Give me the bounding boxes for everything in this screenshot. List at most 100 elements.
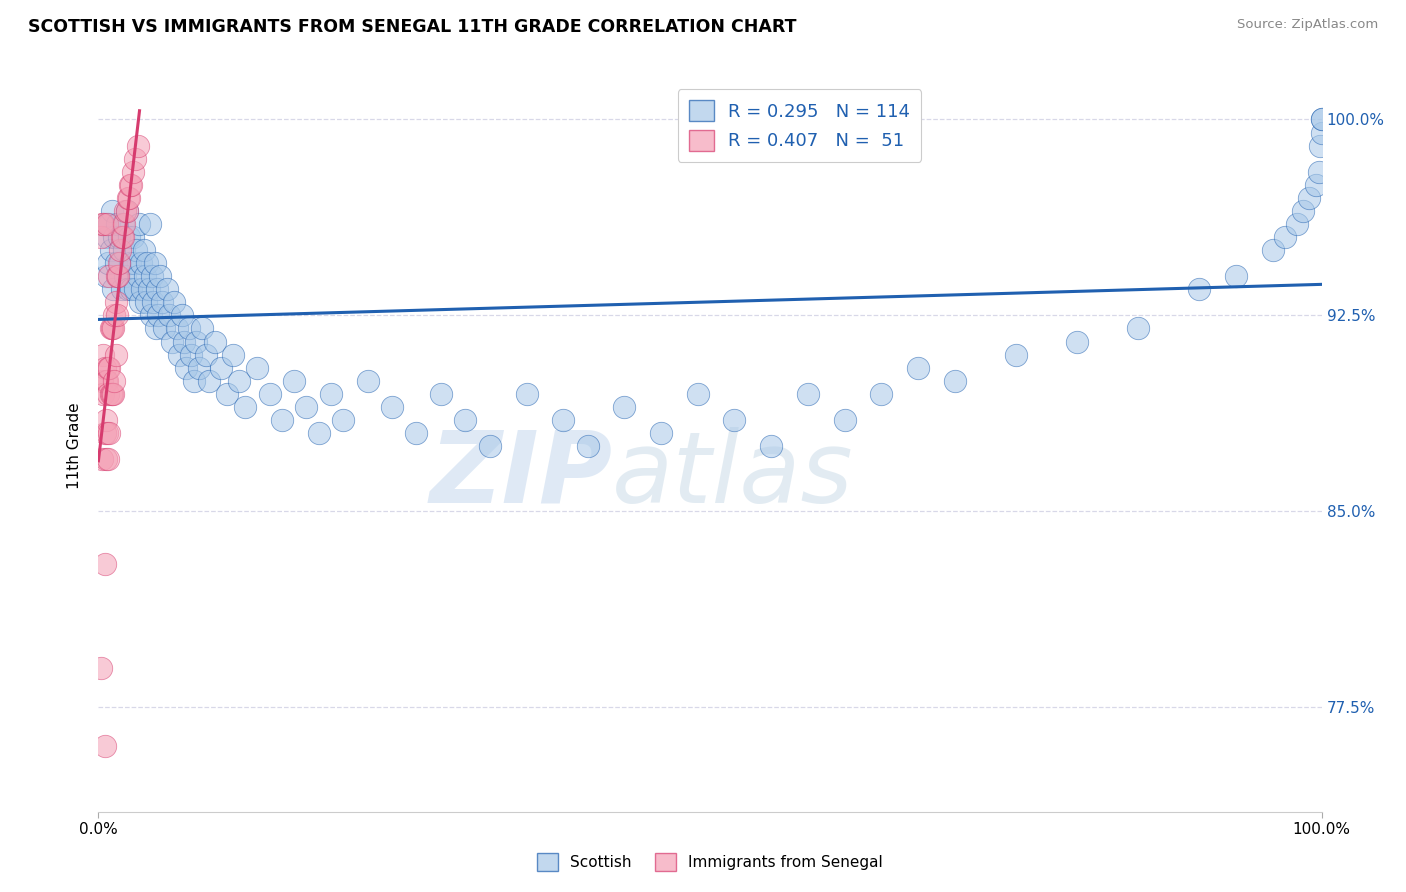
Point (97, 360, 120, 375)
Point (1309, 138, 1331, 153)
Point (405, 425, 427, 440)
Point (93, 360, 115, 375)
Point (149, 269, 172, 284)
Point (114, 269, 136, 284)
Point (613, 400, 636, 414)
Point (761, 439, 783, 453)
Point (233, 400, 256, 414)
Point (91, 452, 114, 467)
Point (131, 282, 153, 296)
Point (1004, 348, 1026, 362)
Point (943, 374, 966, 388)
Point (90, 230, 112, 244)
Point (129, 295, 152, 310)
Point (834, 413, 856, 427)
Point (120, 178, 142, 192)
Point (1298, 191, 1320, 205)
Point (180, 348, 202, 362)
Point (204, 334, 226, 349)
Point (91, 217, 114, 231)
Point (153, 321, 176, 335)
Point (115, 203, 138, 218)
Point (96, 230, 118, 244)
Point (1274, 230, 1296, 244)
Point (138, 282, 160, 296)
Point (1261, 243, 1284, 257)
Point (177, 321, 200, 335)
Point (173, 334, 195, 349)
Point (96, 425, 118, 440)
Point (112, 217, 135, 231)
Point (94, 413, 117, 427)
Point (91, 348, 114, 362)
Point (135, 295, 157, 310)
Point (127, 138, 149, 153)
Point (107, 269, 129, 284)
Point (101, 321, 124, 335)
Point (129, 256, 152, 270)
Point (105, 269, 128, 284)
Point (94, 269, 117, 284)
Point (332, 413, 354, 427)
Legend: Scottish, Immigrants from Senegal: Scottish, Immigrants from Senegal (530, 847, 890, 877)
Point (136, 256, 159, 270)
Point (1128, 321, 1150, 335)
Point (723, 413, 745, 427)
Point (101, 203, 124, 218)
Point (118, 191, 141, 205)
Point (104, 295, 127, 310)
Point (1310, 112, 1333, 127)
Point (91, 374, 114, 388)
Point (128, 217, 150, 231)
Point (797, 386, 820, 401)
Point (93, 425, 115, 440)
Point (134, 269, 156, 284)
Point (215, 386, 238, 401)
Point (120, 282, 142, 296)
Point (686, 386, 709, 401)
Point (100, 386, 122, 401)
Point (108, 230, 131, 244)
Point (108, 256, 131, 270)
Point (187, 360, 209, 375)
Point (139, 217, 162, 231)
Point (98, 269, 121, 284)
Point (111, 230, 134, 244)
Point (122, 256, 145, 270)
Point (650, 425, 672, 440)
Point (295, 400, 318, 414)
Point (132, 243, 155, 257)
Point (907, 360, 929, 375)
Point (105, 217, 128, 231)
Point (97, 256, 120, 270)
Point (197, 374, 219, 388)
Point (91, 386, 114, 401)
Point (1310, 126, 1333, 140)
Point (166, 321, 188, 335)
Text: Source: ZipAtlas.com: Source: ZipAtlas.com (1237, 18, 1378, 31)
Point (356, 374, 378, 388)
Point (478, 439, 501, 453)
Point (127, 269, 149, 284)
Point (111, 230, 134, 244)
Point (125, 243, 148, 257)
Point (160, 334, 183, 349)
Point (222, 348, 245, 362)
Point (515, 386, 537, 401)
Point (115, 203, 138, 218)
Point (1188, 282, 1211, 296)
Point (553, 413, 575, 427)
Y-axis label: 11th Grade: 11th Grade (67, 402, 83, 490)
Point (156, 282, 179, 296)
Point (1292, 203, 1315, 218)
Point (283, 374, 305, 388)
Point (93, 557, 115, 571)
Point (120, 178, 142, 192)
Point (121, 230, 143, 244)
Text: ZIP: ZIP (429, 426, 612, 524)
Point (246, 360, 269, 375)
Point (98, 360, 121, 375)
Point (94, 452, 117, 467)
Point (103, 309, 125, 323)
Point (94, 374, 117, 388)
